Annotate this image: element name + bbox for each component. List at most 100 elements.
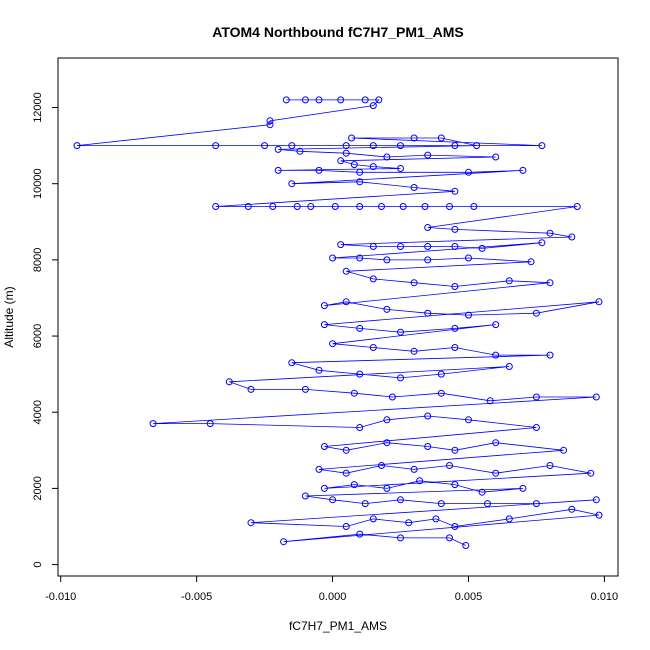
data-point [478, 488, 486, 496]
data-point [383, 416, 391, 424]
data-point [266, 117, 274, 125]
data-point [538, 239, 546, 247]
data-point [397, 142, 404, 150]
data-point [383, 256, 391, 264]
data-point [356, 254, 364, 262]
data-point [595, 298, 603, 306]
data-point [361, 96, 369, 104]
data-point [397, 374, 404, 382]
data-point [592, 496, 600, 504]
data-point [320, 484, 328, 492]
data-point [261, 142, 269, 150]
data-point [149, 420, 157, 428]
data-point [573, 203, 581, 210]
data-point [337, 241, 345, 249]
data-point [437, 370, 445, 378]
data-point [315, 465, 323, 473]
data-point [432, 515, 440, 523]
y-tick-label: 0 [32, 562, 44, 568]
data-point [546, 462, 554, 469]
x-tick-label: -0.005 [181, 591, 212, 603]
y-tick-label: 8000 [32, 248, 44, 272]
data-point [478, 244, 486, 252]
data-point [410, 347, 418, 355]
data-point [342, 149, 350, 157]
data-point [424, 443, 432, 450]
data-point [568, 233, 576, 241]
data-point [369, 515, 377, 523]
data-point [492, 351, 500, 359]
data-point [383, 439, 391, 447]
data-point [288, 142, 296, 150]
data-point [206, 420, 214, 428]
data-point [301, 96, 309, 104]
data-point [301, 385, 309, 393]
data-point [369, 344, 377, 351]
data-point [484, 500, 491, 508]
data-point [301, 492, 309, 500]
data-point [446, 203, 453, 210]
data-point [397, 243, 404, 250]
data-point [424, 412, 432, 420]
data-point [342, 446, 350, 454]
data-point [519, 484, 527, 492]
data-point [451, 187, 459, 195]
data-point [532, 424, 540, 431]
data-point [369, 102, 377, 110]
data-point [437, 500, 445, 508]
data-point [282, 96, 290, 104]
data-point [451, 324, 459, 332]
data-point [342, 267, 350, 275]
data-point [388, 393, 396, 401]
data-point [356, 324, 364, 332]
data-point [486, 397, 494, 405]
y-axis-label: Altitude (m) [2, 286, 16, 347]
data-point [247, 385, 255, 393]
data-point [532, 500, 540, 508]
data-point [315, 96, 323, 104]
data-point [383, 305, 391, 313]
data-point [378, 462, 385, 469]
x-tick-label: -0.010 [45, 591, 76, 603]
data-point [212, 203, 220, 210]
axes-layer: -0.010 -0.005 0.000 0.005 0.010 0 2000 4000 6000… [32, 92, 618, 603]
data-point [527, 258, 535, 266]
data-point [424, 224, 432, 231]
data-point [315, 166, 323, 174]
data-point [410, 134, 418, 142]
data-point [473, 142, 481, 150]
data-point [421, 203, 429, 210]
data-point [329, 496, 337, 504]
data-point [532, 393, 540, 401]
data-point [244, 203, 252, 210]
x-tick-label: 0.005 [455, 591, 483, 603]
data-point [329, 340, 337, 348]
data-point [399, 203, 407, 210]
data-point [451, 446, 459, 454]
data-point [451, 225, 459, 233]
data-point [350, 161, 358, 169]
data-point [416, 477, 424, 485]
data-point [212, 142, 220, 150]
data-point [342, 469, 350, 477]
data-point [451, 523, 459, 530]
data-point [274, 145, 282, 153]
data-point [437, 134, 445, 142]
data-point [424, 256, 432, 264]
data-point [369, 243, 377, 250]
data-point [505, 277, 513, 285]
data-point [397, 534, 404, 542]
data-point [356, 203, 364, 210]
data-point [446, 534, 453, 542]
data-point [492, 321, 500, 329]
series-line [76, 99, 600, 546]
data-point [296, 147, 304, 155]
data-point [397, 496, 404, 504]
data-point [470, 203, 478, 210]
data-point [532, 309, 540, 317]
data-point [320, 302, 328, 310]
data-point [595, 511, 603, 519]
data-point [424, 243, 432, 250]
data-point [451, 142, 459, 150]
data-point [350, 481, 358, 489]
